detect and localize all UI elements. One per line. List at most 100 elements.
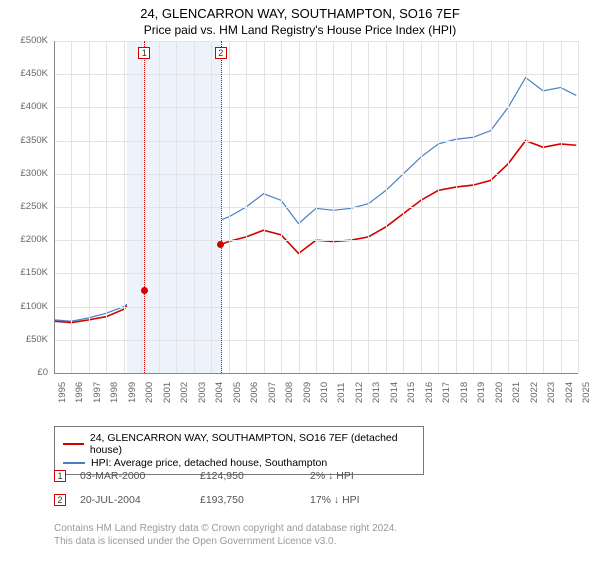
y-tick-label: £100K [10, 301, 48, 312]
x-tick-label: 2014 [389, 382, 400, 403]
sale-marker-box: 1 [138, 47, 150, 59]
x-tick-label: 2016 [424, 382, 435, 403]
y-tick-label: £150K [10, 267, 48, 278]
sale-marker-icon: 1 [54, 470, 66, 482]
y-tick-label: £400K [10, 101, 48, 112]
x-tick-label: 2005 [232, 382, 243, 403]
chart-subtitle: Price paid vs. HM Land Registry's House … [0, 23, 600, 37]
x-tick-label: 2019 [476, 382, 487, 403]
gridline-v [491, 41, 492, 373]
x-tick-label: 2009 [302, 382, 313, 403]
legend: 24, GLENCARRON WAY, SOUTHAMPTON, SO16 7E… [54, 426, 424, 475]
x-tick-label: 2021 [511, 382, 522, 403]
x-tick-label: 1995 [57, 382, 68, 403]
y-tick-label: £200K [10, 234, 48, 245]
gridline-v [561, 41, 562, 373]
y-tick-label: £450K [10, 68, 48, 79]
y-axis [54, 41, 55, 373]
gridline-v [456, 41, 457, 373]
x-tick-label: 2007 [267, 382, 278, 403]
y-tick-label: £350K [10, 135, 48, 146]
gridline-v [124, 41, 125, 373]
gridline-v [508, 41, 509, 373]
x-tick-label: 2011 [336, 383, 347, 403]
x-tick-label: 2000 [144, 382, 155, 403]
sale-vline [144, 41, 145, 373]
x-tick-label: 2008 [284, 382, 295, 403]
sale-dot [141, 287, 148, 294]
gridline-v [403, 41, 404, 373]
x-tick-label: 2024 [564, 382, 575, 403]
gridline-v [211, 41, 212, 373]
legend-item: HPI: Average price, detached house, Sout… [63, 457, 415, 469]
y-tick-label: £250K [10, 201, 48, 212]
gridline-v [106, 41, 107, 373]
gridline-v [386, 41, 387, 373]
sale-delta: 17% ↓ HPI [310, 494, 360, 506]
gridline-v [264, 41, 265, 373]
gridline-v [351, 41, 352, 373]
sale-row: 2 20-JUL-2004 £193,750 17% ↓ HPI [54, 494, 360, 506]
gridline-v [281, 41, 282, 373]
gridline-v [194, 41, 195, 373]
x-tick-label: 2012 [354, 382, 365, 403]
footnote: Contains HM Land Registry data © Crown c… [54, 522, 397, 548]
y-tick-label: £0 [10, 367, 48, 378]
gridline-v [473, 41, 474, 373]
gridline-v [438, 41, 439, 373]
legend-swatch [63, 462, 85, 464]
sale-delta: 2% ↓ HPI [310, 470, 354, 482]
x-tick-label: 2003 [197, 382, 208, 403]
gridline-v [71, 41, 72, 373]
gridline-v [176, 41, 177, 373]
x-tick-label: 1996 [74, 382, 85, 403]
x-tick-label: 2015 [406, 382, 417, 403]
x-tick-label: 1997 [92, 382, 103, 403]
x-tick-label: 2017 [441, 382, 452, 403]
x-tick-label: 2020 [494, 382, 505, 403]
x-tick-label: 1998 [109, 382, 120, 403]
gridline-v [89, 41, 90, 373]
sale-price: £124,950 [200, 470, 310, 482]
gridline-v [368, 41, 369, 373]
gridline-v [578, 41, 579, 373]
gridline-v [246, 41, 247, 373]
sale-date: 03-MAR-2000 [80, 470, 200, 482]
gridline-v [526, 41, 527, 373]
gridline-v [299, 41, 300, 373]
gridline-v [543, 41, 544, 373]
gridline-v [316, 41, 317, 373]
y-tick-label: £500K [10, 35, 48, 46]
gridline-v [333, 41, 334, 373]
x-tick-label: 2001 [162, 382, 173, 403]
x-tick-label: 2013 [371, 382, 382, 403]
gridline-v [229, 41, 230, 373]
x-tick-label: 2025 [581, 382, 592, 403]
sale-price: £193,750 [200, 494, 310, 506]
legend-item: 24, GLENCARRON WAY, SOUTHAMPTON, SO16 7E… [63, 432, 415, 456]
chart-container: 24, GLENCARRON WAY, SOUTHAMPTON, SO16 7E… [0, 6, 600, 566]
footnote-line: This data is licensed under the Open Gov… [54, 535, 397, 548]
chart-title: 24, GLENCARRON WAY, SOUTHAMPTON, SO16 7E… [0, 6, 600, 21]
x-tick-label: 2023 [546, 382, 557, 403]
x-tick-label: 2002 [179, 382, 190, 403]
x-tick-label: 2018 [459, 382, 470, 403]
x-axis [54, 373, 578, 374]
legend-label: HPI: Average price, detached house, Sout… [91, 457, 327, 469]
sale-marker-box: 2 [215, 47, 227, 59]
gridline-v [159, 41, 160, 373]
footnote-line: Contains HM Land Registry data © Crown c… [54, 522, 397, 535]
x-tick-label: 2010 [319, 382, 330, 403]
gridline-v [141, 41, 142, 373]
gridline-v [421, 41, 422, 373]
sale-row: 1 03-MAR-2000 £124,950 2% ↓ HPI [54, 470, 354, 482]
x-tick-label: 2006 [249, 382, 260, 403]
x-tick-label: 2004 [214, 382, 225, 403]
sale-vline [221, 41, 222, 373]
chart-area: £0 £50K £100K £150K £200K £250K £300K £350K £400… [10, 41, 592, 401]
x-tick-label: 1999 [127, 382, 138, 403]
y-tick-label: £50K [10, 334, 48, 345]
x-tick-label: 2022 [529, 382, 540, 403]
y-tick-label: £300K [10, 168, 48, 179]
legend-label: 24, GLENCARRON WAY, SOUTHAMPTON, SO16 7E… [90, 432, 415, 456]
